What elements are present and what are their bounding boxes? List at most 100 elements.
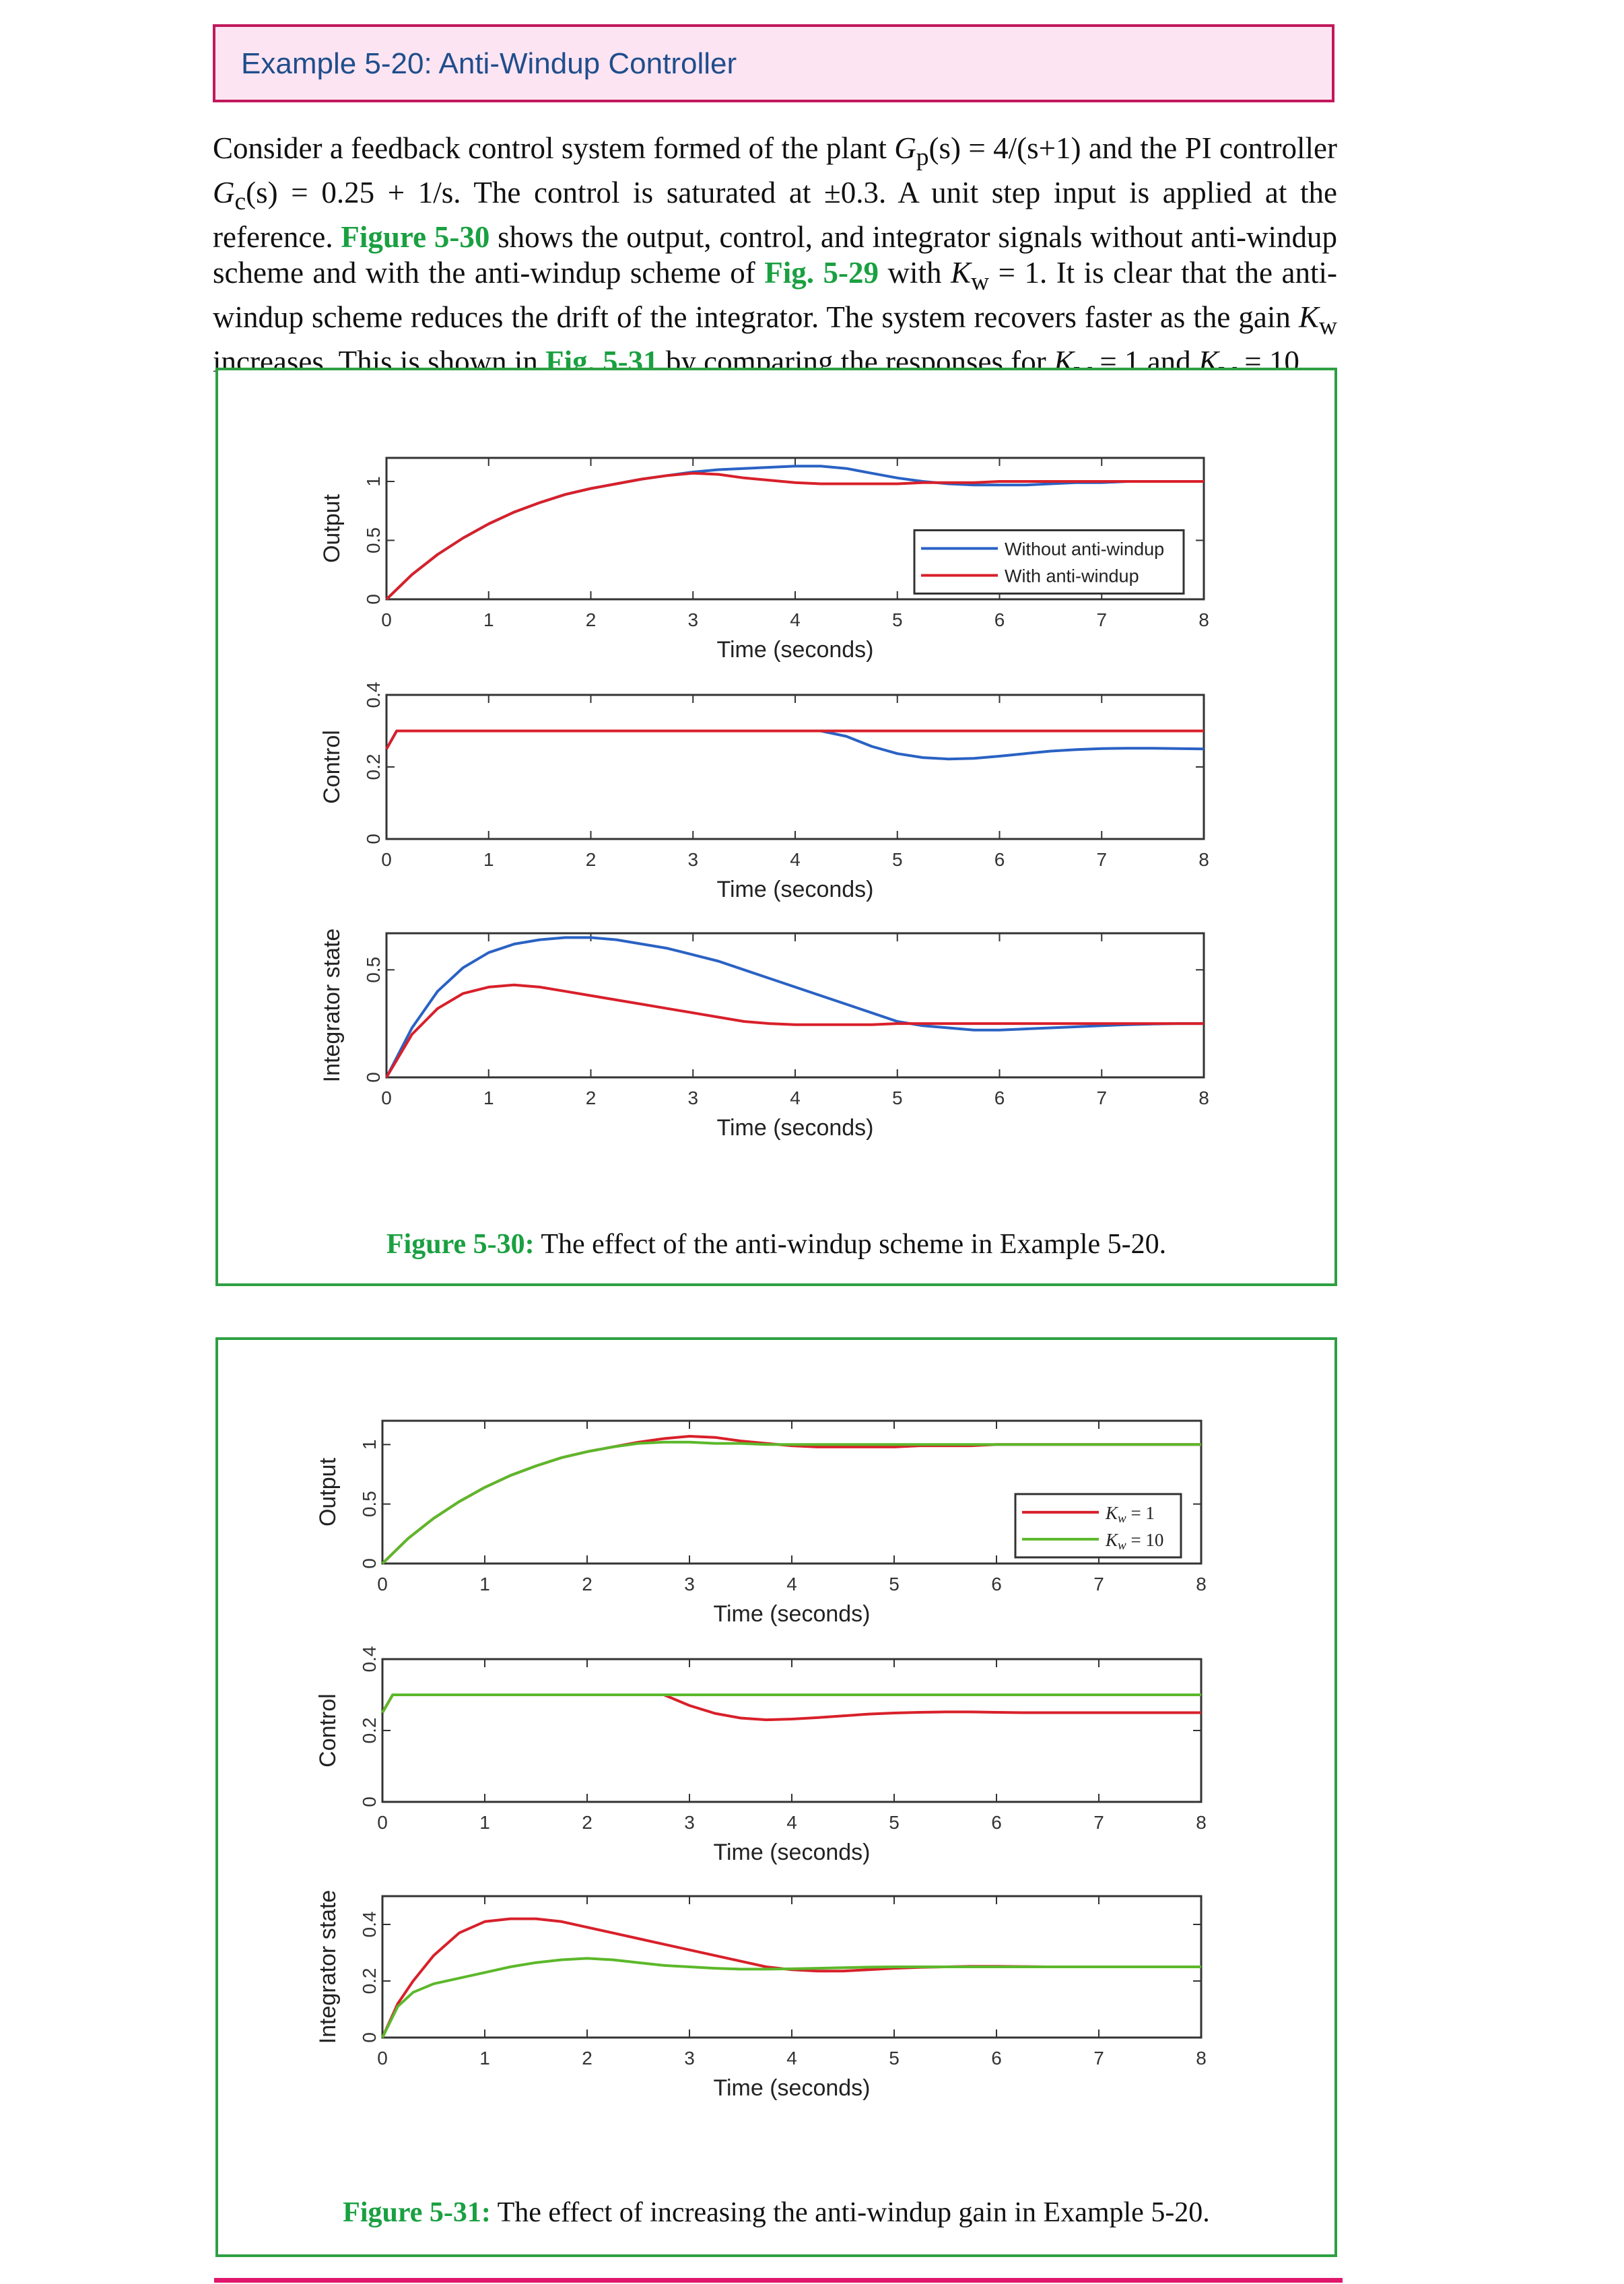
- x-tick-label: 0: [377, 1812, 388, 1833]
- y-tick-label: 0: [359, 1796, 380, 1807]
- x-tick-label: 5: [889, 1574, 900, 1594]
- x-tick-label: 5: [892, 609, 903, 630]
- x-tick-label: 8: [1196, 2048, 1207, 2069]
- legend-label: Kw = 10: [1105, 1530, 1163, 1553]
- series-line: [385, 936, 1204, 1078]
- y-tick-label: 0: [363, 594, 384, 605]
- axes-frame: [385, 694, 1205, 840]
- x-tick-label: 8: [1196, 1812, 1207, 1833]
- y-axis-label: Control: [319, 730, 345, 804]
- x-tick-label: 8: [1198, 609, 1209, 630]
- x-tick-label: 3: [687, 609, 698, 630]
- y-tick-label: 0.5: [363, 527, 384, 553]
- x-tick-label: 2: [586, 609, 597, 630]
- x-tick-label: 5: [892, 1087, 903, 1108]
- output-plot: 0 1 2 3 4 5 6 7 8 0 0.5 1 Time (seconds) Output Withou…: [319, 457, 1209, 663]
- x-tick-label: 3: [687, 1087, 698, 1108]
- control-plot: 0 1 2 3 4 5 6 7 8 0 0.2 0.4 Time (seconds) Control: [319, 682, 1209, 902]
- y-tick-label: 1: [363, 476, 384, 487]
- x-tick-label: 6: [994, 609, 1005, 630]
- text-run: Consider a feedback control system forme…: [213, 131, 895, 165]
- x-tick-label: 3: [684, 2048, 695, 2069]
- x-tick-label: 8: [1196, 1574, 1207, 1594]
- series-line: [385, 729, 1204, 750]
- y-tick-label: 0.2: [359, 1718, 380, 1744]
- integrator-state-plot: 0 1 2 3 4 5 6 7 8 0 0.5 Time (seconds) Integrator st…: [319, 929, 1209, 1141]
- x-axis-label: Time (seconds): [713, 1840, 870, 1865]
- symbol-k: K: [950, 256, 971, 290]
- symbol-k: K: [1298, 300, 1319, 334]
- x-tick-label: 2: [586, 849, 597, 870]
- x-tick-label: 4: [786, 1574, 797, 1594]
- figure-5-29-link[interactable]: Fig. 5-29: [764, 256, 879, 290]
- figure-5-31: 0 1 2 3 4 5 6 7 8 0 0.5 1 Time (seconds) Output Kw = 1…: [215, 1337, 1337, 2257]
- text-run: with: [878, 256, 951, 290]
- y-tick-label: 0.4: [363, 682, 384, 708]
- x-tick-label: 3: [687, 849, 698, 870]
- x-tick-label: 0: [381, 849, 392, 870]
- x-tick-label: 7: [1093, 1574, 1104, 1594]
- y-axis-label: Integrator state: [319, 929, 345, 1083]
- x-tick-label: 5: [892, 849, 903, 870]
- x-tick-label: 5: [889, 2048, 900, 2069]
- example-banner: Example 5-20: Anti-Windup Controller: [213, 24, 1334, 102]
- figure-5-30-link[interactable]: Figure 5-30: [341, 220, 490, 254]
- output-plot: 0 1 2 3 4 5 6 7 8 0 0.5 1 Time (seconds) Output Kw = 1…: [315, 1419, 1207, 1627]
- x-tick-label: 6: [994, 849, 1005, 870]
- caption-text: The effect of the anti-windup scheme in …: [534, 1229, 1167, 1260]
- subscript: p: [916, 143, 929, 171]
- x-tick-label: 3: [684, 1574, 695, 1594]
- bottom-rule: [214, 2278, 1343, 2283]
- x-tick-label: 2: [582, 1812, 593, 1833]
- text-run: (s) = 0.25 + 1/s. The control is saturat…: [213, 176, 1337, 254]
- body-paragraph: Consider a feedback control system forme…: [213, 131, 1337, 389]
- x-tick-label: 2: [582, 2048, 593, 2069]
- y-tick-label: 1: [359, 1440, 380, 1450]
- text-run: (s) = 4/(s+1) and the PI controller: [928, 131, 1337, 165]
- x-tick-label: 6: [991, 1574, 1002, 1594]
- x-tick-label: 1: [479, 2048, 490, 2069]
- x-tick-label: 1: [479, 1574, 490, 1594]
- legend-label: Without anti-windup: [1005, 539, 1164, 560]
- x-tick-label: 7: [1093, 1812, 1104, 1833]
- x-tick-label: 1: [479, 1812, 490, 1833]
- y-tick-label: 0: [359, 2032, 380, 2043]
- y-tick-label: 0.2: [363, 754, 384, 780]
- axes-frame: [381, 1658, 1203, 1803]
- figure-5-30-caption: Figure 5-30: The effect of the anti-wind…: [218, 1228, 1334, 1261]
- series-line: [385, 983, 1204, 1079]
- y-tick-label: 0.4: [359, 1646, 380, 1673]
- legend-label: With anti-windup: [1005, 566, 1139, 586]
- x-tick-label: 7: [1096, 849, 1107, 870]
- x-tick-label: 4: [786, 2048, 797, 2069]
- x-tick-label: 6: [991, 2048, 1002, 2069]
- series-line: [381, 1917, 1201, 2038]
- x-tick-label: 5: [889, 1812, 900, 1833]
- integrator-state-plot: 0 1 2 3 4 5 6 7 8 0 0.2 0.4 Time (seconds) Integrator…: [315, 1890, 1207, 2101]
- y-axis-label: Output: [319, 494, 345, 563]
- x-tick-label: 0: [381, 1087, 392, 1108]
- legend-label: Kw = 1: [1105, 1503, 1155, 1526]
- x-tick-label: 1: [483, 1087, 494, 1108]
- x-tick-label: 4: [786, 1812, 797, 1833]
- x-tick-label: 3: [684, 1812, 695, 1833]
- series-line: [381, 1693, 1201, 1714]
- text-run: = 1. It is clear that the anti-windup sc…: [213, 256, 1337, 334]
- x-tick-label: 0: [381, 609, 392, 630]
- series-line: [381, 1957, 1201, 2038]
- axes-frame: [385, 932, 1205, 1079]
- x-tick-label: 7: [1093, 2048, 1104, 2069]
- y-tick-label: 0.4: [359, 1912, 380, 1938]
- y-tick-label: 0: [363, 1072, 384, 1083]
- y-tick-label: 0.5: [363, 957, 384, 983]
- y-axis-label: Integrator state: [315, 1890, 341, 2044]
- legend-box: [1014, 1493, 1182, 1559]
- x-tick-label: 2: [582, 1574, 593, 1594]
- figure-5-30-plots: 0 1 2 3 4 5 6 7 8 0 0.5 1 Time (seconds) Output Withou…: [319, 457, 1209, 1141]
- control-plot: 0 1 2 3 4 5 6 7 8 0 0.2 0.4 Time (seconds) Control: [315, 1646, 1207, 1865]
- x-tick-label: 4: [790, 609, 801, 630]
- caption-text: The effect of increasing the anti-windup…: [490, 2197, 1210, 2228]
- caption-label: Figure 5-30:: [386, 1229, 535, 1260]
- figure-5-31-plots: 0 1 2 3 4 5 6 7 8 0 0.5 1 Time (seconds) Output Kw = 1…: [315, 1419, 1207, 2101]
- x-axis-label: Time (seconds): [716, 1115, 873, 1141]
